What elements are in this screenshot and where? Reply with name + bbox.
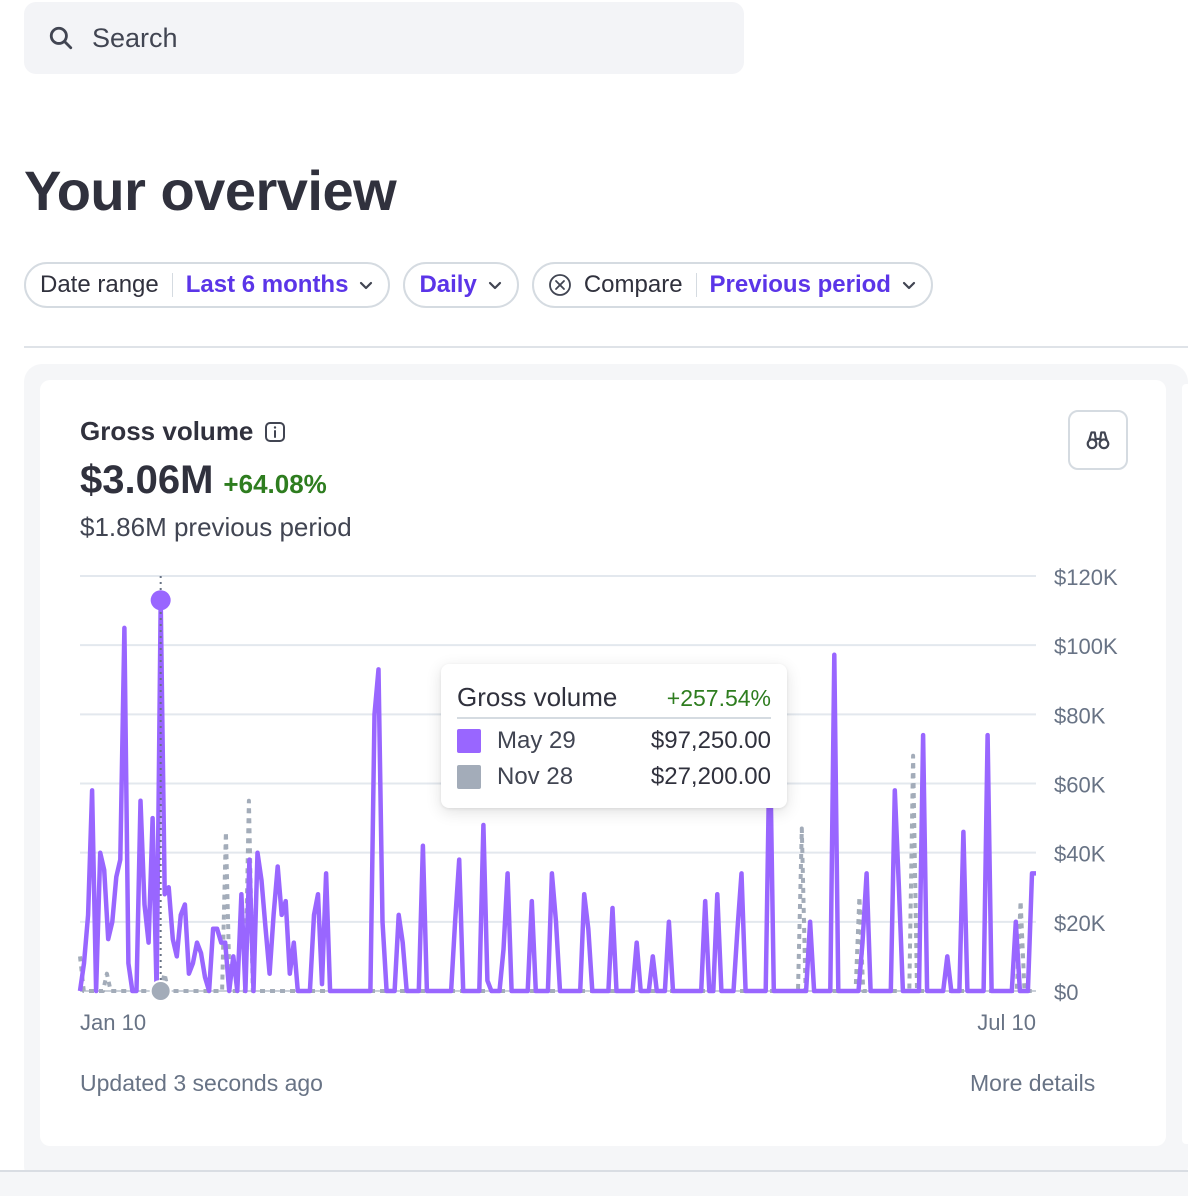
x-start-label: Jan 10 <box>80 1010 146 1035</box>
y-tick-label: $120K <box>1054 565 1118 590</box>
bottom-area <box>0 1172 1188 1196</box>
y-tick-label: $60K <box>1054 773 1106 798</box>
metric-value: $3.06M <box>80 458 214 502</box>
card-title: Gross volume <box>80 416 287 447</box>
previous-period-value: $1.86M previous period <box>80 512 352 542</box>
pill-separator <box>695 273 697 297</box>
search-input[interactable] <box>90 21 694 55</box>
pill-separator <box>171 273 173 297</box>
tooltip-amount: $97,250.00 <box>650 727 771 754</box>
tooltip-date: May 29 <box>497 727 576 754</box>
search-bar[interactable] <box>24 2 744 74</box>
y-tick-label: $100K <box>1054 634 1118 659</box>
binoculars-icon <box>1086 431 1110 450</box>
chevron-down-icon <box>902 281 916 290</box>
compare-value: Previous period <box>709 271 891 298</box>
y-tick-label: $80K <box>1054 703 1106 728</box>
tooltip-row-previous: Nov 28 $27,200.00 <box>457 763 771 791</box>
tooltip-amount: $27,200.00 <box>650 763 771 790</box>
compare-filter[interactable]: Compare Previous period <box>531 262 933 308</box>
bottom-divider <box>0 1170 1188 1172</box>
page-title: Your overview <box>24 159 397 222</box>
next-card-edge <box>1182 384 1188 1144</box>
metric-change: +64.08% <box>223 469 327 499</box>
tooltip-title: Gross volume <box>457 682 618 712</box>
chart-tooltip: Gross volume +257.54% May 29 $97,250.00 … <box>441 664 787 808</box>
search-icon <box>49 26 73 50</box>
compare-label: Compare <box>583 271 683 298</box>
current-hover-dot <box>150 590 171 611</box>
date-range-label: Date range <box>40 271 159 298</box>
updated-status: Updated 3 seconds ago <box>80 1070 323 1096</box>
section-divider <box>24 346 1188 348</box>
chevron-down-icon <box>360 281 373 290</box>
interval-value: Daily <box>419 271 477 298</box>
current-period-line <box>77 597 1036 994</box>
more-details-link[interactable]: More details <box>970 1070 1096 1096</box>
previous-hover-dot <box>149 980 172 1002</box>
explore-button[interactable] <box>1068 410 1128 470</box>
x-end-label: Jul 10 <box>977 1010 1036 1035</box>
interval-filter[interactable]: Daily <box>403 262 519 308</box>
tooltip-date: Nov 28 <box>497 763 574 790</box>
previous-swatch <box>457 765 481 789</box>
card-title-text: Gross volume <box>80 416 254 446</box>
info-icon[interactable] <box>263 420 287 444</box>
chevron-down-icon <box>488 281 501 290</box>
clear-circle-icon[interactable] <box>548 273 572 297</box>
filter-bar: Date range Last 6 months Daily Compare P… <box>24 262 933 308</box>
tooltip-header: Gross volume +257.54% <box>457 682 771 719</box>
metric-value-row: $3.06M +64.08% <box>80 458 327 503</box>
date-range-value: Last 6 months <box>185 271 349 298</box>
y-tick-label: $0 <box>1054 980 1078 1005</box>
current-swatch <box>457 729 481 753</box>
y-tick-label: $40K <box>1054 842 1106 867</box>
y-tick-label: $20K <box>1054 911 1106 936</box>
date-range-filter[interactable]: Date range Last 6 months <box>24 262 391 308</box>
tooltip-change: +257.54% <box>666 685 771 711</box>
tooltip-row-current: May 29 $97,250.00 <box>457 727 771 755</box>
